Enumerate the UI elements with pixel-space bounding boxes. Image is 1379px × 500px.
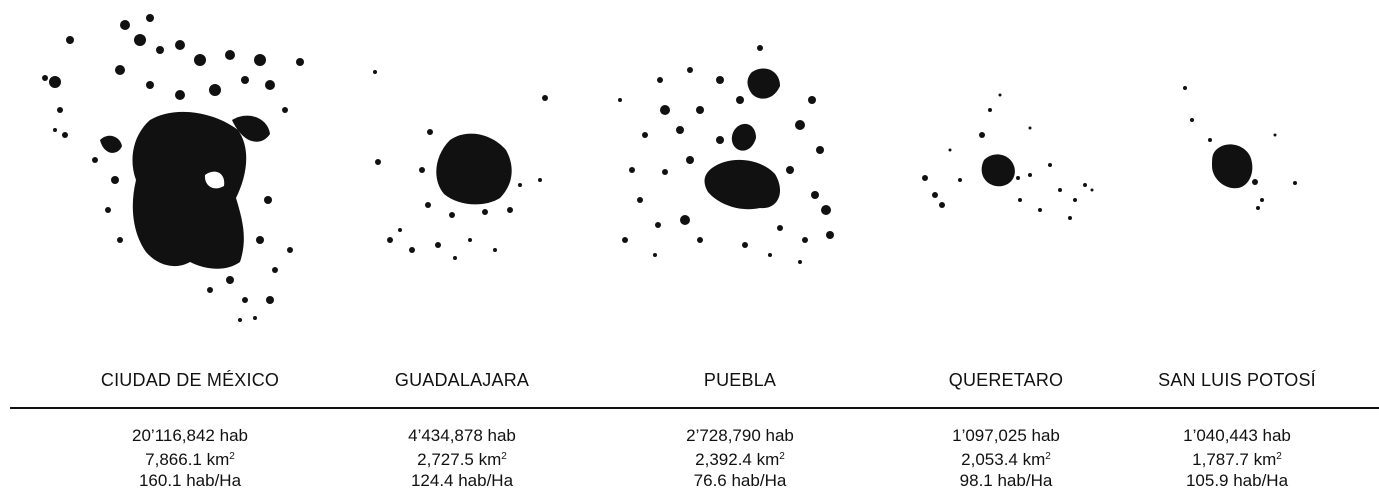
density-value: 105.9 hab/Ha [1185,471,1289,490]
area-value: 2,392.4 km2 [695,450,785,469]
city-name-queretaro: QUERETARO [948,370,1064,390]
population-value: 1’097,025 hab [952,426,1060,445]
footprint-ciudad-de-mexico-scatter [42,14,304,322]
footprint-puebla [704,68,781,210]
footprint-guadalajara-scatter [373,70,548,260]
city-stats-ciudad-de-mexico: 20’116,842 hab 7,866.1 km2 160.1 hab/Ha [60,425,320,491]
density-value: 98.1 hab/Ha [959,471,1053,490]
city-stats-puebla: 2’728,790 hab 2,392.4 km2 76.6 hab/Ha [610,425,870,491]
header-divider-line [10,407,1379,409]
population-value: 2’728,790 hab [686,426,794,445]
city-stats-queretaro: 1’097,025 hab 2,053.4 km2 98.1 hab/Ha [876,425,1136,491]
city-name-puebla: PUEBLA [703,370,777,390]
density-value: 160.1 hab/Ha [138,471,242,490]
urban-footprint-maps [42,14,1297,322]
density-value: 76.6 hab/Ha [693,471,787,490]
density-value: 124.4 hab/Ha [410,471,514,490]
footprint-ciudad-de-mexico [100,111,270,269]
footprint-san-luis-potosi [1212,144,1253,189]
area-value: 7,866.1 km2 [145,450,235,469]
city-stats-guadalajara: 4’434,878 hab 2,727.5 km2 124.4 hab/Ha [332,425,592,491]
footprint-guadalajara [436,133,512,205]
footprint-puebla-scatter [618,45,834,264]
area-value: 1,787.7 km2 [1192,450,1282,469]
city-name-san-luis-potosi: SAN LUIS POTOSÍ [1158,370,1316,390]
footprint-san-luis-potosi-scatter [1183,86,1297,210]
area-value: 2,053.4 km2 [961,450,1051,469]
population-value: 4’434,878 hab [408,426,516,445]
city-name-guadalajara: GUADALAJARA [394,370,530,390]
population-value: 20’116,842 hab [132,426,248,445]
area-value: 2,727.5 km2 [417,450,507,469]
city-stats-san-luis-potosi: 1’040,443 hab 1,787.7 km2 105.9 hab/Ha [1107,425,1367,491]
footprint-queretaro [981,154,1015,187]
city-name-ciudad-de-mexico: CIUDAD DE MÉXICO [100,370,280,390]
population-value: 1’040,443 hab [1183,426,1291,445]
footprint-queretaro-scatter [922,93,1094,220]
